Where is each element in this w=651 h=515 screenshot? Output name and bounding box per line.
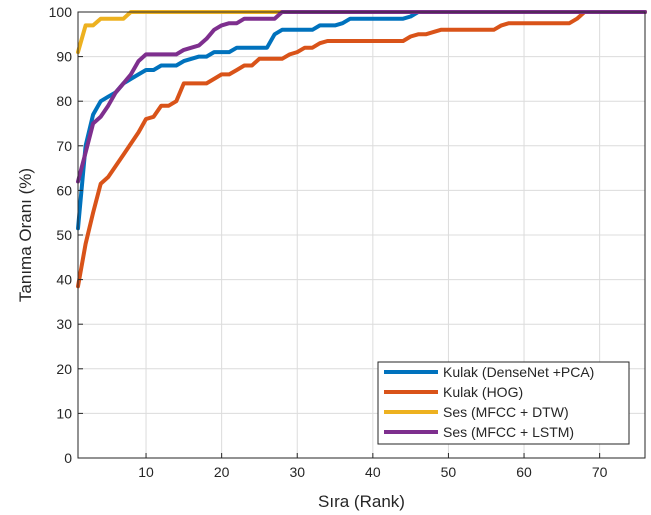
x-axis-label: Sıra (Rank) — [318, 492, 405, 511]
y-tick-label: 10 — [56, 405, 72, 421]
y-tick-label: 30 — [56, 316, 72, 332]
x-tick-label: 60 — [516, 464, 532, 480]
y-tick-label: 50 — [56, 227, 72, 243]
x-tick-label: 20 — [214, 464, 230, 480]
legend-entry-label: Kulak (HOG) — [443, 384, 523, 400]
y-tick-label: 70 — [56, 138, 72, 154]
legend-entry-label: Ses (MFCC + DTW) — [443, 404, 569, 420]
y-tick-label: 80 — [56, 93, 72, 109]
y-tick-label: 90 — [56, 49, 72, 65]
x-tick-label: 10 — [138, 464, 154, 480]
y-tick-label: 60 — [56, 182, 72, 198]
legend-entry-label: Kulak (DenseNet +PCA) — [443, 364, 594, 380]
x-tick-label: 70 — [592, 464, 608, 480]
y-tick-label: 20 — [56, 361, 72, 377]
legend: Kulak (DenseNet +PCA) Kulak (HOG) Ses (MFC… — [378, 362, 629, 444]
y-tick-label: 40 — [56, 272, 72, 288]
y-tick-label: 100 — [49, 4, 73, 20]
x-tick-label: 30 — [289, 464, 305, 480]
y-tick-label: 0 — [64, 450, 72, 466]
x-tick-label: 50 — [441, 464, 457, 480]
legend-entry-label: Ses (MFCC + LSTM) — [443, 424, 574, 440]
x-tick-label: 40 — [365, 464, 381, 480]
y-axis-label: Tanıma Oranı (%) — [16, 168, 35, 302]
